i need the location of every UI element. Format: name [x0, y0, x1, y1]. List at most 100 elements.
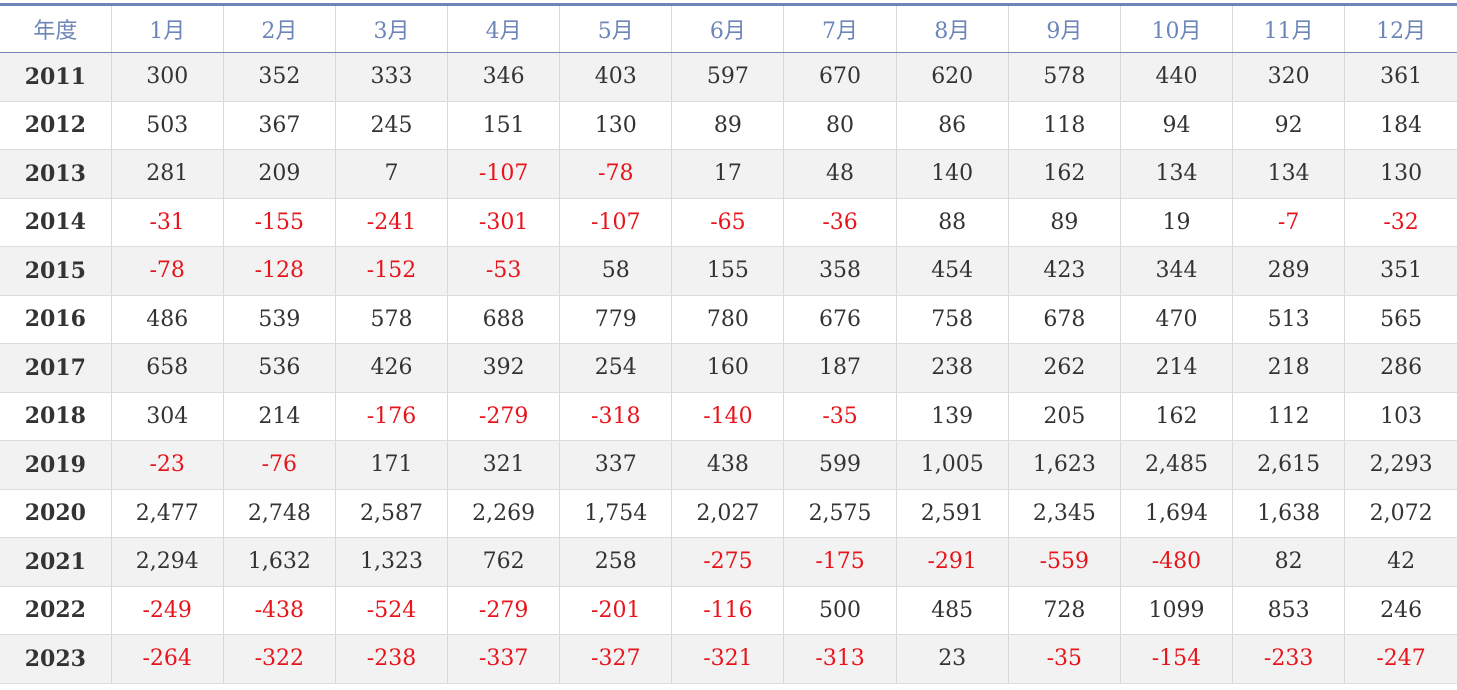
value-cell: 155	[671, 246, 785, 296]
year-cell: 2016	[0, 295, 112, 344]
month-column-header: 3月	[335, 6, 449, 53]
value-cell: 539	[223, 295, 336, 344]
value-cell: 160	[671, 343, 785, 393]
value-cell: -337	[447, 634, 561, 684]
value-cell: 304	[111, 392, 224, 441]
value-cell: -53	[447, 246, 561, 296]
value-cell: 214	[1120, 343, 1234, 393]
value-cell: 162	[1008, 149, 1121, 199]
value-cell: -155	[223, 198, 336, 247]
month-column-header: 4月	[447, 6, 561, 53]
value-cell: -291	[896, 537, 1009, 587]
value-cell: -35	[1008, 634, 1121, 684]
value-cell: 423	[1008, 246, 1121, 296]
table-row: 2017 658 536 426 392 254 160 187 238 262 214 218 286	[0, 343, 1457, 393]
value-cell: 536	[223, 343, 336, 393]
value-cell: 88	[896, 198, 1009, 247]
value-cell: -301	[447, 198, 561, 247]
value-cell: 780	[671, 295, 785, 344]
value-cell: -152	[335, 246, 449, 296]
value-cell: 351	[1344, 246, 1457, 296]
value-cell: -31	[111, 198, 224, 247]
value-cell: 300	[111, 52, 224, 102]
value-cell: 658	[111, 343, 224, 393]
year-cell: 2017	[0, 343, 112, 393]
value-cell: 2,477	[111, 489, 224, 538]
value-cell: 2,269	[447, 489, 561, 538]
value-cell: 245	[335, 101, 449, 150]
value-cell: 403	[559, 52, 673, 102]
table-row: 2022 -249 -438 -524 -279 -201 -116 500 485 728 109…	[0, 586, 1457, 635]
month-column-header: 6月	[671, 6, 785, 53]
value-cell: 367	[223, 101, 336, 150]
value-cell: 2,587	[335, 489, 449, 538]
value-cell: 513	[1232, 295, 1346, 344]
year-cell: 2018	[0, 392, 112, 441]
value-cell: -76	[223, 440, 336, 490]
value-cell: -154	[1120, 634, 1234, 684]
value-cell: 361	[1344, 52, 1457, 102]
value-cell: -327	[559, 634, 673, 684]
table-row: 2023 -264 -322 -238 -337 -327 -321 -313 23 -35 -15…	[0, 634, 1457, 684]
value-cell: -107	[559, 198, 673, 247]
value-cell: 392	[447, 343, 561, 393]
value-cell: -32	[1344, 198, 1457, 247]
value-cell: -321	[671, 634, 785, 684]
value-cell: -275	[671, 537, 785, 587]
value-cell: -233	[1232, 634, 1346, 684]
value-cell: 670	[783, 52, 897, 102]
year-cell: 2020	[0, 489, 112, 538]
value-cell: -318	[559, 392, 673, 441]
month-column-header: 8月	[896, 6, 1009, 53]
value-cell: 89	[1008, 198, 1121, 247]
value-cell: 2,748	[223, 489, 336, 538]
table-row: 2011 300 352 333 346 403 597 670 620 578 440 320 361	[0, 52, 1457, 102]
value-cell: 1,005	[896, 440, 1009, 490]
value-cell: -313	[783, 634, 897, 684]
value-cell: 134	[1232, 149, 1346, 199]
value-cell: 728	[1008, 586, 1121, 635]
table-row: 2020 2,477 2,748 2,587 2,269 1,754 2,027 2,575 2…	[0, 489, 1457, 538]
value-cell: 262	[1008, 343, 1121, 393]
value-cell: -524	[335, 586, 449, 635]
value-cell: 2,072	[1344, 489, 1457, 538]
value-cell: 470	[1120, 295, 1234, 344]
value-cell: 134	[1120, 149, 1234, 199]
value-cell: 1099	[1120, 586, 1234, 635]
value-cell: 89	[671, 101, 785, 150]
month-column-header: 12月	[1344, 6, 1457, 53]
value-cell: 289	[1232, 246, 1346, 296]
value-cell: 2,575	[783, 489, 897, 538]
month-column-header: 10月	[1120, 6, 1234, 53]
value-cell: 7	[335, 149, 449, 199]
year-cell: 2019	[0, 440, 112, 490]
value-cell: 130	[559, 101, 673, 150]
value-cell: 440	[1120, 52, 1234, 102]
value-cell: 500	[783, 586, 897, 635]
value-cell: 82	[1232, 537, 1346, 587]
value-cell: 321	[447, 440, 561, 490]
month-column-header: 9月	[1008, 6, 1121, 53]
value-cell: -279	[447, 586, 561, 635]
value-cell: 853	[1232, 586, 1346, 635]
value-cell: 92	[1232, 101, 1346, 150]
value-cell: 139	[896, 392, 1009, 441]
table-row: 2016 486 539 578 688 779 780 676 758 678 470 513 565	[0, 295, 1457, 344]
value-cell: 187	[783, 343, 897, 393]
value-cell: 1,323	[335, 537, 449, 587]
value-cell: -140	[671, 392, 785, 441]
value-cell: 454	[896, 246, 1009, 296]
value-cell: 486	[111, 295, 224, 344]
value-cell: 2,591	[896, 489, 1009, 538]
value-cell: 58	[559, 246, 673, 296]
value-cell: 344	[1120, 246, 1234, 296]
month-column-header: 7月	[783, 6, 897, 53]
value-cell: 676	[783, 295, 897, 344]
table-row: 2019 -23 -76 171 321 337 438 599 1,005 1,623 2,485…	[0, 440, 1457, 490]
value-cell: -65	[671, 198, 785, 247]
header-row: 年度 1月 2月 3月 4月 5月 6月 7月 8月 9月 10月 11月 12…	[0, 6, 1457, 53]
value-cell: -249	[111, 586, 224, 635]
value-cell: -322	[223, 634, 336, 684]
year-cell: 2022	[0, 586, 112, 635]
